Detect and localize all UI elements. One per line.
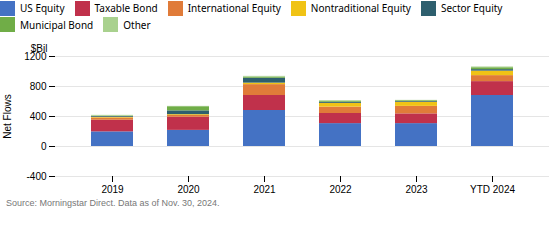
svg-text:1200: 1200	[24, 50, 47, 62]
html-text:Sector Equity: Sector Equity	[441, 1, 503, 16]
html-text:Taxable Bond: Taxable Bond	[94, 1, 158, 16]
svg-text:400: 400	[30, 111, 47, 122]
svg-text:2021: 2021	[253, 184, 276, 195]
svg-text:Net Flows: Net Flows	[2, 94, 13, 138]
svg-text:800: 800	[30, 81, 47, 92]
html-text:Source: Morningstar Direct. Da: Source: Morningstar Direct. Data as of N…	[6, 198, 220, 208]
svg-text:2022: 2022	[329, 184, 352, 195]
svg-text:2020: 2020	[177, 184, 200, 195]
html-text:Other: Other	[123, 17, 151, 32]
html-text:Nontraditional Equity: Nontraditional Equity	[310, 1, 411, 16]
html-text:Municipal Bond: Municipal Bond	[20, 17, 94, 32]
svg-text:2023: 2023	[405, 184, 428, 195]
svg-text:YTD 2024: YTD 2024	[470, 184, 515, 195]
svg-text:2019: 2019	[101, 184, 124, 195]
html-text:International Equity: International Equity	[187, 1, 281, 16]
html-text:US Equity: US Equity	[20, 1, 65, 16]
svg-text:$Bil: $Bil	[31, 43, 48, 54]
svg-text:-400: -400	[26, 171, 46, 182]
svg-text:0: 0	[41, 141, 47, 152]
